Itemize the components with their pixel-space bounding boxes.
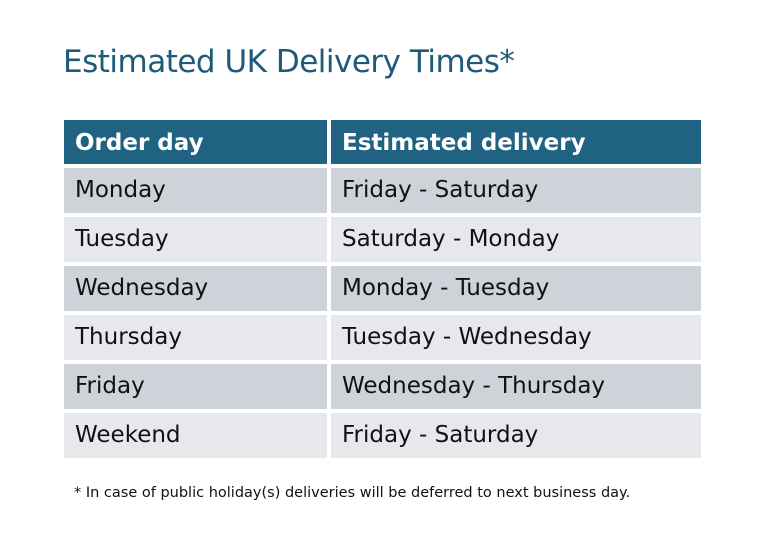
order-day-cell: Tuesday	[64, 217, 327, 262]
order-day-cell: Monday	[64, 168, 327, 213]
delivery-cell: Saturday - Monday	[331, 217, 701, 262]
footnote: * In case of public holiday(s) deliverie…	[74, 485, 631, 501]
table-row: Weekend Friday - Saturday	[64, 413, 701, 458]
delivery-cell: Wednesday - Thursday	[331, 364, 701, 409]
table-row: Friday Wednesday - Thursday	[64, 364, 701, 409]
table-row: Monday Friday - Saturday	[64, 168, 701, 213]
header-estimated-delivery: Estimated delivery	[331, 120, 701, 164]
order-day-cell: Weekend	[64, 413, 327, 458]
table-row: Thursday Tuesday - Wednesday	[64, 315, 701, 360]
order-day-cell: Friday	[64, 364, 327, 409]
delivery-cell: Friday - Saturday	[331, 413, 701, 458]
table-row: Wednesday Monday - Tuesday	[64, 266, 701, 311]
page-title: Estimated UK Delivery Times*	[63, 44, 515, 80]
delivery-cell: Tuesday - Wednesday	[331, 315, 701, 360]
table-row: Tuesday Saturday - Monday	[64, 217, 701, 262]
delivery-cell: Friday - Saturday	[331, 168, 701, 213]
order-day-cell: Thursday	[64, 315, 327, 360]
table-header-row: Order day Estimated delivery	[64, 120, 701, 164]
delivery-cell: Monday - Tuesday	[331, 266, 701, 311]
header-order-day: Order day	[64, 120, 327, 164]
delivery-table: Order day Estimated delivery Monday Frid…	[64, 120, 701, 462]
order-day-cell: Wednesday	[64, 266, 327, 311]
